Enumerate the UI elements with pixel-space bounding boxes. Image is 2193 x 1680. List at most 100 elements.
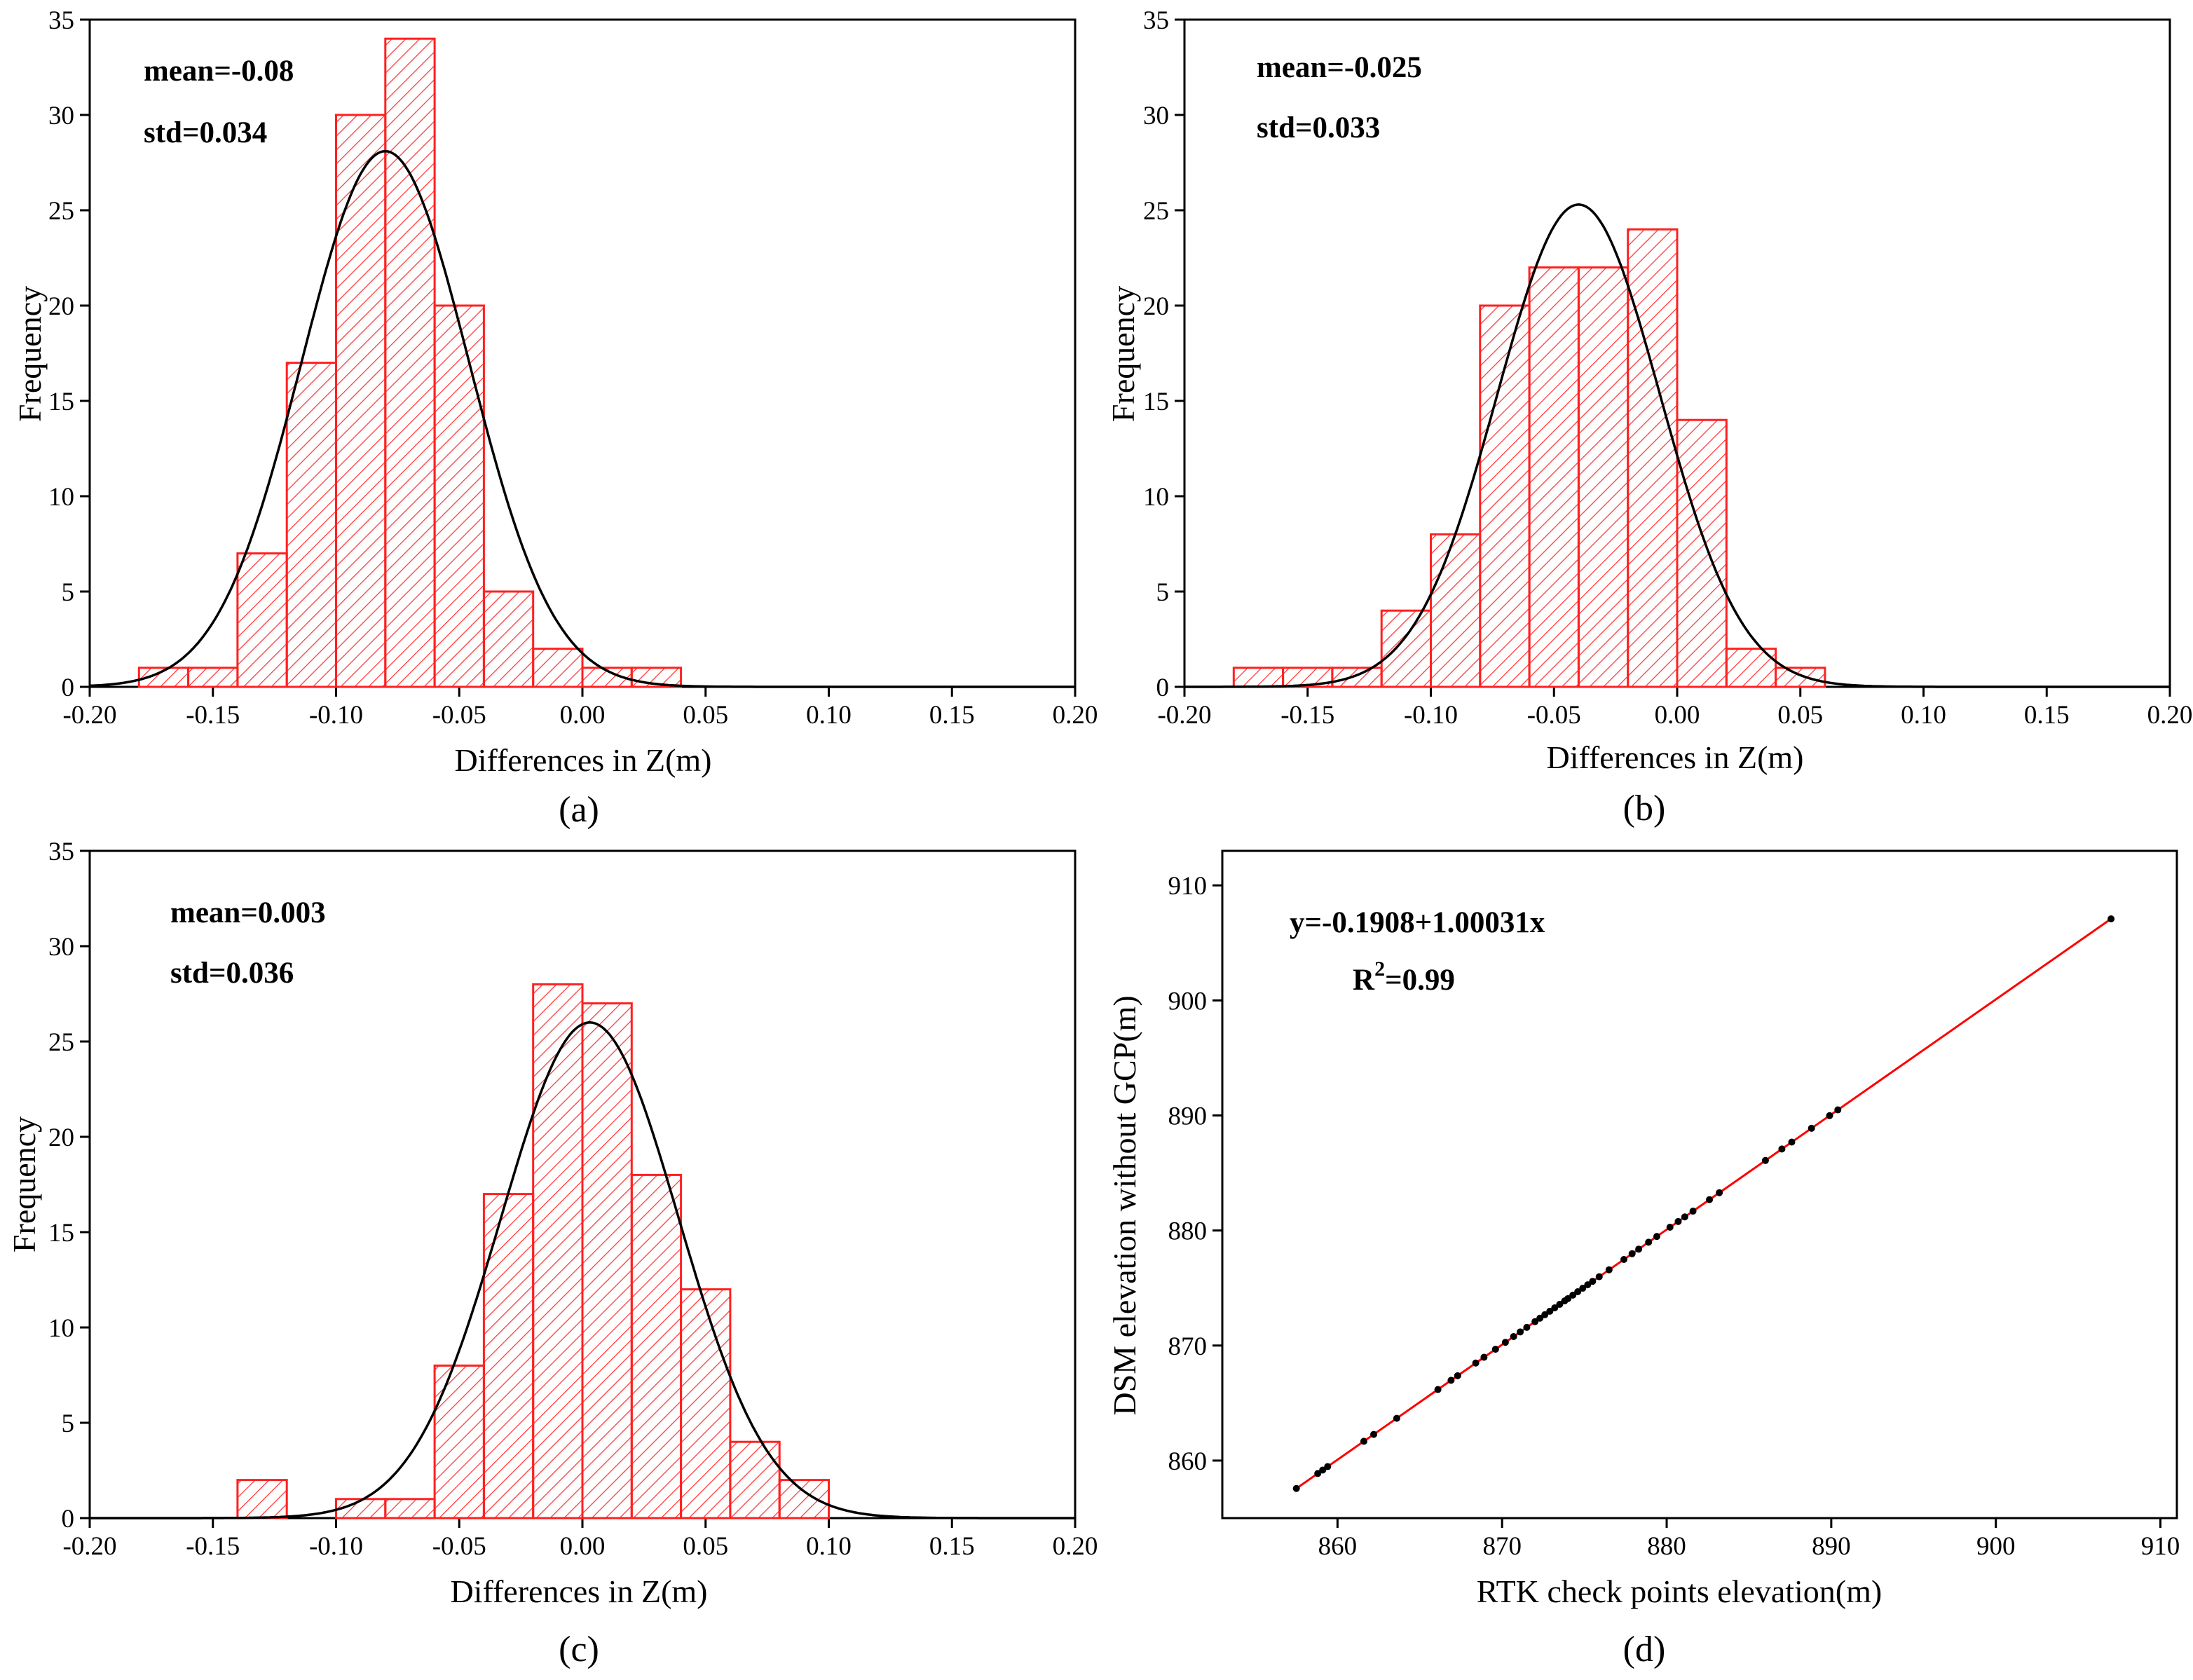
panel-d-y-axis-title: DSM elevation without GCP(m) (1107, 995, 1142, 1415)
panel-c-x-tick-label: -0.15 (186, 1532, 240, 1561)
panel-a-x-tick-label: 0.20 (1053, 701, 1098, 730)
panel-c-label: (c) (559, 1630, 599, 1669)
panel-c-y-tick-label: 20 (48, 1124, 74, 1152)
panel-c-y-tick-label: 15 (48, 1219, 74, 1248)
panel-d-data-point (1370, 1430, 1378, 1438)
panel-a-x-tick-label: 0.15 (929, 701, 975, 730)
panel-c-x-axis-title: Differences in Z(m) (451, 1573, 708, 1609)
panel-d-data-point (1517, 1328, 1524, 1336)
panel-d-data-point (1778, 1145, 1786, 1153)
panel-a-y-tick-label: 20 (48, 292, 74, 321)
panel-c-histogram-bar (630, 1173, 683, 1519)
panel-c-y-tick-label: 5 (62, 1409, 75, 1438)
panel-a-x-tick-label: -0.10 (309, 701, 363, 730)
panel-a-histogram-bar (532, 648, 584, 688)
panel-b-histogram-bar (1479, 304, 1531, 688)
panel-d-data-point (1434, 1386, 1442, 1393)
panel-a: -0.20 -0.15 -0.10 -0.05 0.00 0.05 0.10 0.15 0.20… (12, 6, 1098, 830)
panel-a-std-label: std=0.034 (144, 116, 267, 149)
panel-d-data-point (1393, 1414, 1400, 1422)
panel-b-x-tick-label: -0.10 (1404, 701, 1458, 730)
panel-b-x-tick-label: 0.10 (1901, 701, 1946, 730)
panel-a-histogram-bar (482, 590, 535, 688)
panel-c-histogram-bar (433, 1364, 485, 1519)
panel-c-histogram-bar (729, 1440, 781, 1519)
panel-a-y-axis-title: Frequency (12, 286, 48, 422)
panel-b-mean-label: mean=-0.025 (1257, 51, 1422, 84)
panel-d-x-tick-label: 880 (1647, 1532, 1686, 1561)
panel-d-r-squared: R2=0.99 (1353, 957, 1455, 997)
panel-d: 860 870 880 890 900 910 860 870 880 890 900 910 y=-… (1107, 849, 2180, 1669)
panel-c-x-tick-label: 0.20 (1053, 1532, 1098, 1561)
panel-a-x-tick-label: -0.20 (62, 701, 116, 730)
panel-a-y-tick-label: 25 (48, 197, 74, 226)
panel-c-x-tick-label: 0.10 (806, 1532, 852, 1561)
panel-c-x-tick-label: 0.05 (683, 1532, 728, 1561)
panel-d-data-point (1706, 1196, 1714, 1203)
panel-d-data-point (1551, 1304, 1559, 1311)
panel-d-r-value: =0.99 (1385, 964, 1455, 997)
panel-b-x-tick-label: 0.00 (1655, 701, 1700, 730)
panel-b-x-tick-label: 0.05 (1777, 701, 1823, 730)
panel-c-y-tick-label: 35 (48, 838, 74, 866)
panel-b-y-tick-label: 30 (1143, 102, 1169, 130)
panel-a-y-tick-label: 5 (62, 578, 75, 607)
panel-a-histogram-bar (236, 552, 288, 688)
panel-c-mean-label: mean=0.003 (170, 896, 326, 929)
panel-d-data-point (1536, 1314, 1544, 1322)
panel-b-histogram-bar (1430, 533, 1482, 688)
panel-d-data-point (1653, 1233, 1660, 1241)
panel-b-x-tick-label: -0.05 (1527, 701, 1581, 730)
panel-d-data-point (1808, 1124, 1815, 1132)
panel-d-frame (1221, 849, 2178, 1519)
panel-d-plot-area: 860 870 880 890 900 910 860 870 880 890 900 910 (1168, 849, 2180, 1561)
panel-d-data-point (1716, 1189, 1723, 1196)
panel-a-histogram-bar (335, 114, 387, 688)
panel-d-data-point (1324, 1463, 1332, 1470)
panel-d-data-point (2107, 915, 2115, 922)
panel-d-data-point (1319, 1466, 1327, 1474)
panel-b-normal-curve (1184, 203, 2170, 688)
panel-d-y-tick-label: 890 (1168, 1102, 1208, 1131)
panel-d-data-point (1584, 1281, 1592, 1289)
panel-c-y-tick-label: 30 (48, 933, 74, 962)
panel-b-y-tick-label: 0 (1156, 674, 1170, 702)
panel-d-data-point (1556, 1301, 1564, 1309)
panel-d-data-point (1761, 1156, 1769, 1164)
panel-a-histogram-bar (384, 37, 436, 688)
panel-d-r-letter: R (1353, 964, 1375, 997)
panel-d-data-point (1579, 1285, 1587, 1292)
panel-d-data-point (1788, 1138, 1796, 1146)
panel-b-plot-area: -0.20 -0.15 -0.10 -0.05 0.00 0.05 0.10 0.15 0.20… (1143, 6, 2192, 730)
panel-c-std-label: std=0.036 (170, 957, 294, 990)
panel-d-data-point (1314, 1470, 1322, 1477)
panel-a-y-tick-label: 35 (48, 6, 74, 35)
panel-b-x-axis-title: Differences in Z(m) (1547, 739, 1804, 775)
panel-b-label: (b) (1623, 788, 1666, 828)
panel-a-x-tick-label: -0.15 (186, 701, 240, 730)
panel-c: -0.20 -0.15 -0.10 -0.05 0.00 0.05 0.10 0.15 0.20… (6, 838, 1098, 1669)
panel-b-y-tick-label: 35 (1143, 6, 1169, 35)
panel-d-data-point (1472, 1359, 1480, 1367)
panel-b-x-tick-label: 0.15 (2024, 701, 2070, 730)
panel-d-data-point (1666, 1224, 1674, 1231)
panel-a-x-tick-label: -0.05 (432, 701, 486, 730)
panel-a-histogram-bar (285, 362, 338, 688)
panel-d-data-point (1628, 1250, 1636, 1257)
panel-c-normal-curve (90, 1021, 1075, 1519)
panel-c-y-tick-label: 10 (48, 1314, 74, 1343)
panel-a-x-tick-label: 0.00 (560, 701, 606, 730)
panel-c-histogram-bar (778, 1479, 830, 1519)
panel-a-label: (a) (559, 790, 599, 830)
panel-b-y-axis-title: Frequency (1105, 286, 1141, 422)
panel-d-x-axis-title: RTK check points elevation(m) (1477, 1573, 1882, 1609)
panel-b-histogram-bar (1331, 667, 1383, 688)
panel-d-data-point (1569, 1291, 1577, 1299)
panel-a-normal-curve (89, 149, 1075, 688)
panel-b-histogram-bar (1627, 228, 1679, 688)
panel-b-x-tick-label: -0.20 (1157, 701, 1211, 730)
panel-b-histogram-bar (1380, 609, 1432, 688)
panel-d-data-point (1564, 1295, 1572, 1302)
panel-c-x-tick-label: 0.00 (560, 1532, 606, 1561)
